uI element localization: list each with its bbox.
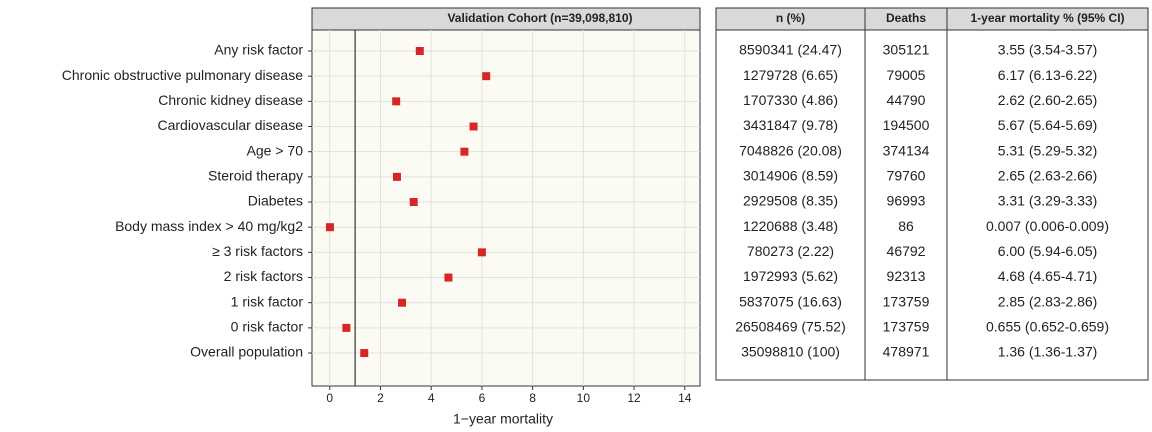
table-cell: 2.62 (2.60-2.65) [998, 92, 1098, 108]
table-cell: 3.31 (3.29-3.33) [998, 193, 1098, 209]
point [342, 323, 351, 332]
table-cell: 26508469 (75.52) [735, 319, 846, 335]
y-tick-label: Overall population [190, 344, 303, 360]
table-cell: 44790 [887, 92, 926, 108]
point [392, 97, 401, 106]
x-tick-label: 0 [326, 391, 333, 405]
table-cell: 173759 [883, 319, 930, 335]
table-cell: 173759 [883, 293, 930, 309]
point [360, 349, 369, 358]
y-tick-label: Chronic kidney disease [158, 92, 303, 108]
point [482, 72, 491, 81]
table-cell: 6.00 (5.94-6.05) [998, 243, 1098, 259]
table-cell: 79005 [887, 67, 926, 83]
y-tick-label: 2 risk factors [224, 268, 303, 284]
table-cell: 5837075 (16.63) [739, 293, 842, 309]
table-cell: 0.655 (0.652-0.659) [986, 319, 1109, 335]
table-header: 1-year mortality % (95% CI) [970, 11, 1124, 25]
y-tick-label: ≥ 3 risk factors [212, 243, 303, 259]
x-tick-label: 2 [377, 391, 384, 405]
table-cell: 86 [898, 218, 914, 234]
point [325, 223, 334, 232]
point [477, 248, 486, 257]
point [469, 122, 478, 131]
table-cell: 1220688 (3.48) [743, 218, 838, 234]
x-axis-label: 1−year mortality [453, 411, 553, 427]
table-cell: 96993 [887, 193, 926, 209]
table-cell: 1.36 (1.36-1.37) [998, 344, 1098, 360]
table-cell: 7048826 (20.08) [739, 142, 842, 158]
y-tick-label: 0 risk factor [231, 319, 304, 335]
table-cell: 5.67 (5.64-5.69) [998, 117, 1098, 133]
plot-area [311, 29, 701, 387]
table-cell: 35098810 (100) [741, 344, 840, 360]
x-tick-label: 12 [627, 391, 641, 405]
table-cell: 2.65 (2.63-2.66) [998, 168, 1098, 184]
table-cell: 194500 [883, 117, 930, 133]
y-tick-label: Steroid therapy [208, 168, 303, 184]
y-tick-label: 1 risk factor [231, 293, 304, 309]
x-tick-label: 14 [678, 391, 692, 405]
y-tick-label: Body mass index > 40 mg/kg2 [115, 218, 303, 234]
table-cell: 46792 [887, 243, 926, 259]
table-cell: 1279728 (6.65) [743, 67, 838, 83]
y-tick-label: Cardiovascular disease [157, 117, 303, 133]
table-cell: 3.55 (3.54-3.57) [998, 42, 1098, 58]
point [444, 273, 453, 282]
point [460, 147, 469, 156]
point [409, 198, 418, 207]
table-cell: 92313 [887, 268, 926, 284]
table-cell: 6.17 (6.13-6.22) [998, 67, 1098, 83]
table-header: Deaths [886, 11, 926, 25]
table-cell: 2929508 (8.35) [743, 193, 838, 209]
y-tick-label: Any risk factor [214, 42, 303, 58]
table-cell: 0.007 (0.006-0.009) [986, 218, 1109, 234]
table-cell: 79760 [887, 168, 926, 184]
point [415, 47, 424, 55]
table-cell: 374134 [883, 142, 930, 158]
x-tick-label: 8 [529, 391, 536, 405]
table-cell: 1707330 (4.86) [743, 92, 838, 108]
point [392, 172, 401, 181]
table-cell: 4.68 (4.65-4.71) [998, 268, 1098, 284]
x-tick-label: 10 [577, 391, 591, 405]
table-header: n (%) [776, 11, 805, 25]
table-cell: 1972993 (5.62) [743, 268, 838, 284]
y-tick-label: Diabetes [248, 193, 303, 209]
table-body [715, 29, 1149, 381]
point [398, 298, 407, 307]
panel-title: Validation Cohort (n=39,098,810) [447, 11, 632, 25]
y-tick-label: Age > 70 [247, 142, 304, 158]
y-tick-label: Chronic obstructive pulmonary disease [62, 67, 303, 83]
table-cell: 2.85 (2.83-2.86) [998, 293, 1098, 309]
table-cell: 3431847 (9.78) [743, 117, 838, 133]
x-tick-label: 6 [479, 391, 486, 405]
table-cell: 305121 [883, 42, 930, 58]
table-cell: 3014906 (8.59) [743, 168, 838, 184]
table-cell: 780273 (2.22) [747, 243, 834, 259]
table-cell: 5.31 (5.29-5.32) [998, 142, 1098, 158]
x-tick-label: 4 [428, 391, 435, 405]
table-cell: 8590341 (24.47) [739, 42, 842, 58]
table-cell: 478971 [883, 344, 930, 360]
